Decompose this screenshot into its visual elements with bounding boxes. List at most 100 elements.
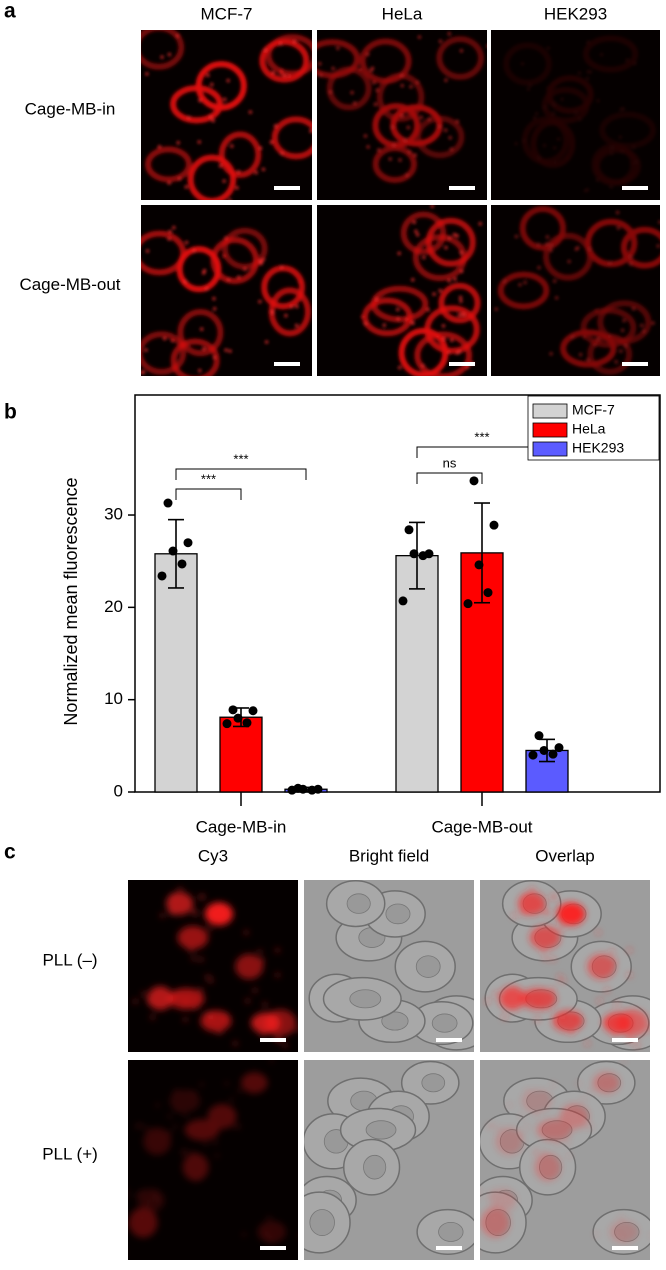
signal [141,331,187,375]
speck [206,975,210,979]
signal [128,1207,158,1238]
speck [441,324,445,328]
signal [534,1153,561,1182]
legend-label: MCF-7 [572,402,615,418]
signal [499,986,525,1011]
speck [377,148,381,152]
speck [412,220,416,224]
fluorescence [361,205,482,376]
speck [518,283,522,287]
column-header: Bright field [349,846,429,865]
speck [263,1002,267,1006]
speck [350,91,354,95]
speck [212,356,216,360]
speck [553,146,557,150]
micrograph [141,205,312,382]
speck [202,347,206,351]
data-point [183,538,193,548]
y-tick-label: 0 [114,781,123,800]
speck [237,170,241,174]
signal [145,146,193,183]
speck [261,258,265,262]
speck [417,35,421,39]
speck [545,235,549,239]
speck [596,930,600,934]
speck [218,905,222,909]
scale-bar [274,186,300,190]
speck [458,313,462,317]
nucleus [349,989,382,1009]
signal [372,145,417,183]
speck [168,230,172,234]
speck [128,1196,129,1198]
speck [185,240,189,244]
speck [174,1089,178,1093]
signal [495,1127,524,1156]
speck [298,1234,301,1237]
speck [520,1132,524,1136]
speck [222,179,226,183]
speck [211,119,215,123]
speck [459,251,463,255]
speck [442,337,446,341]
speck [458,350,462,354]
data-point [539,745,549,755]
signal [609,1220,639,1244]
speck [586,70,590,74]
nucleus [346,893,371,914]
speck [207,927,211,931]
speck [444,246,448,250]
speck [542,1151,546,1155]
speck [151,379,154,382]
speck [448,236,452,240]
speck [182,1152,186,1156]
speck [398,158,402,162]
speck [122,1251,125,1254]
speck [209,1015,213,1019]
speck [512,914,516,918]
speck [276,973,280,977]
speck [589,1125,593,1129]
speck [438,39,442,43]
micrograph [474,1060,650,1260]
fluorescence [122,1060,301,1254]
legend-swatch [532,441,568,457]
signal [170,338,220,376]
speck [400,74,404,78]
micrograph [141,30,312,200]
data-point [177,559,187,569]
speck [265,340,269,344]
speck [474,1251,477,1254]
significance-bracket [175,468,307,480]
nucleus [385,903,411,925]
signal [177,308,224,357]
speck [270,1060,274,1063]
speck [567,1154,571,1158]
speck [215,1154,219,1158]
speck [265,1231,269,1235]
signal [620,226,660,269]
speck [248,110,252,114]
speck [546,46,550,50]
data-point [248,706,258,716]
data-point [163,498,173,508]
scale-bar [622,186,648,190]
signal [556,902,586,926]
speck [135,1124,139,1128]
data-point [287,785,297,795]
speck [538,155,542,159]
row-label: PLL (–) [42,950,97,969]
fluorescence [133,888,298,1047]
speck [574,111,578,115]
signal [187,154,237,200]
speck [534,1148,538,1152]
speck [505,1193,509,1197]
speck [189,948,193,952]
column-header: HEK293 [544,4,607,23]
speck [271,71,275,75]
speck [371,66,375,70]
signal [599,111,657,149]
speck [586,188,590,192]
data-point [534,731,544,741]
speck [192,909,196,913]
